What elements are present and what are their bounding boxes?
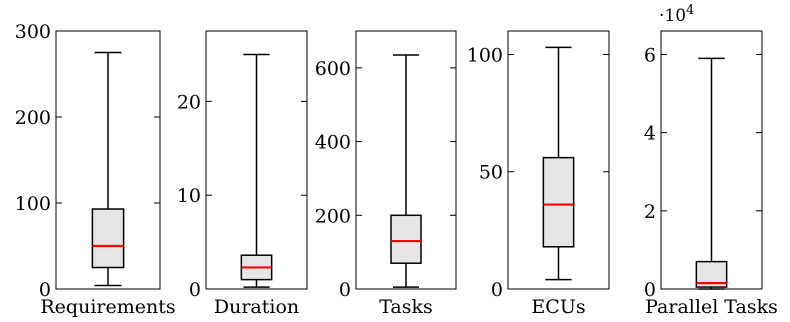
x-axis-label: ECUs [531,296,585,318]
x-axis-label: Parallel Tasks [645,296,778,318]
scale-base: ·10 [659,6,686,26]
axes-frame [205,30,308,290]
y-tick-label: 100 [467,44,503,66]
box-iqr [390,214,422,264]
box-iqr [542,156,575,248]
x-axis-label: Requirements [40,296,175,318]
y-tick-label: 100 [15,193,51,215]
panel-4: 0 50 100 ECUs [467,30,610,318]
axis-scale-label: ·104 [659,3,694,26]
y-tick-label: 2 [644,201,656,223]
y-tick-label: 600 [315,58,351,80]
scale-exponent: 4 [686,3,694,18]
axes-frame [55,30,161,290]
y-tick-label: 6 [644,44,656,66]
y-tick-label: 4 [644,123,656,145]
box-iqr [91,208,125,269]
y-tick-label: 50 [479,162,503,184]
y-tick-label: 200 [315,205,351,227]
y-tick-label: 0 [189,279,201,301]
panel-3: 0 200 400 600 Tasks [315,30,457,318]
x-axis-label: Duration [214,296,299,318]
axes-frame [507,30,610,290]
y-tick-label: 0 [39,279,51,301]
y-tick-label: 300 [15,21,51,43]
y-tick-label: 400 [315,132,351,154]
panel-2: 0 10 20 Duration [177,30,308,318]
y-tick-label: 0 [491,279,503,301]
x-axis-label: Tasks [379,296,433,318]
panel-1: 0 100 200 300 Requirements [15,21,176,318]
y-tick-label: 10 [177,185,201,207]
y-tick-label: 200 [15,107,51,129]
axes-frame [355,30,457,290]
y-tick-label: 0 [644,279,656,301]
y-tick-label: 20 [177,91,201,113]
y-tick-label: 0 [339,279,351,301]
